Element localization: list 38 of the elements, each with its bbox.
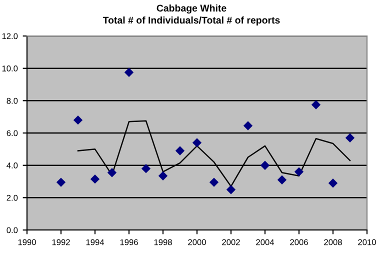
y-tick-label: 2.0 xyxy=(6,194,18,201)
point xyxy=(277,175,287,184)
x-tick-label: 1996 xyxy=(120,239,138,246)
y-tick-label: 4.0 xyxy=(6,162,18,168)
point xyxy=(260,160,270,170)
x-tick-label: 2002 xyxy=(222,239,240,246)
point xyxy=(90,174,100,184)
point xyxy=(158,171,168,180)
chart-title: Cabbage White xyxy=(156,4,226,14)
point xyxy=(311,100,321,110)
x-tick-label: 2010 xyxy=(358,239,376,246)
x-tick-label: 2004 xyxy=(256,239,274,246)
x-tick-label: 2008 xyxy=(324,239,342,246)
y-tick-label: 12.0 xyxy=(2,33,18,40)
x-tick-label: 1990 xyxy=(18,239,36,246)
point xyxy=(345,133,355,142)
y-tick-label: 8.0 xyxy=(6,98,18,104)
x-tick-label: 1998 xyxy=(154,239,172,246)
point xyxy=(56,178,66,187)
point xyxy=(175,146,185,156)
x-tick-label: 1994 xyxy=(86,239,104,246)
x-tick-label: 2000 xyxy=(188,239,206,246)
x-tick-label: 2006 xyxy=(290,239,308,246)
point xyxy=(328,178,338,188)
point xyxy=(192,138,202,148)
point xyxy=(73,115,83,125)
y-tick-label: 6.0 xyxy=(6,130,18,136)
y-tick-label: 0.0 xyxy=(6,227,18,234)
point xyxy=(243,121,253,130)
point xyxy=(124,68,134,77)
y-tick-label: 10.0 xyxy=(2,66,18,72)
chart-subtitle: Total # of Individuals/Total # of reports xyxy=(102,16,280,26)
x-tick-label: 1992 xyxy=(52,239,70,246)
point xyxy=(294,167,304,176)
point xyxy=(107,168,117,178)
point xyxy=(209,178,219,187)
point xyxy=(226,184,236,194)
point xyxy=(141,164,151,174)
